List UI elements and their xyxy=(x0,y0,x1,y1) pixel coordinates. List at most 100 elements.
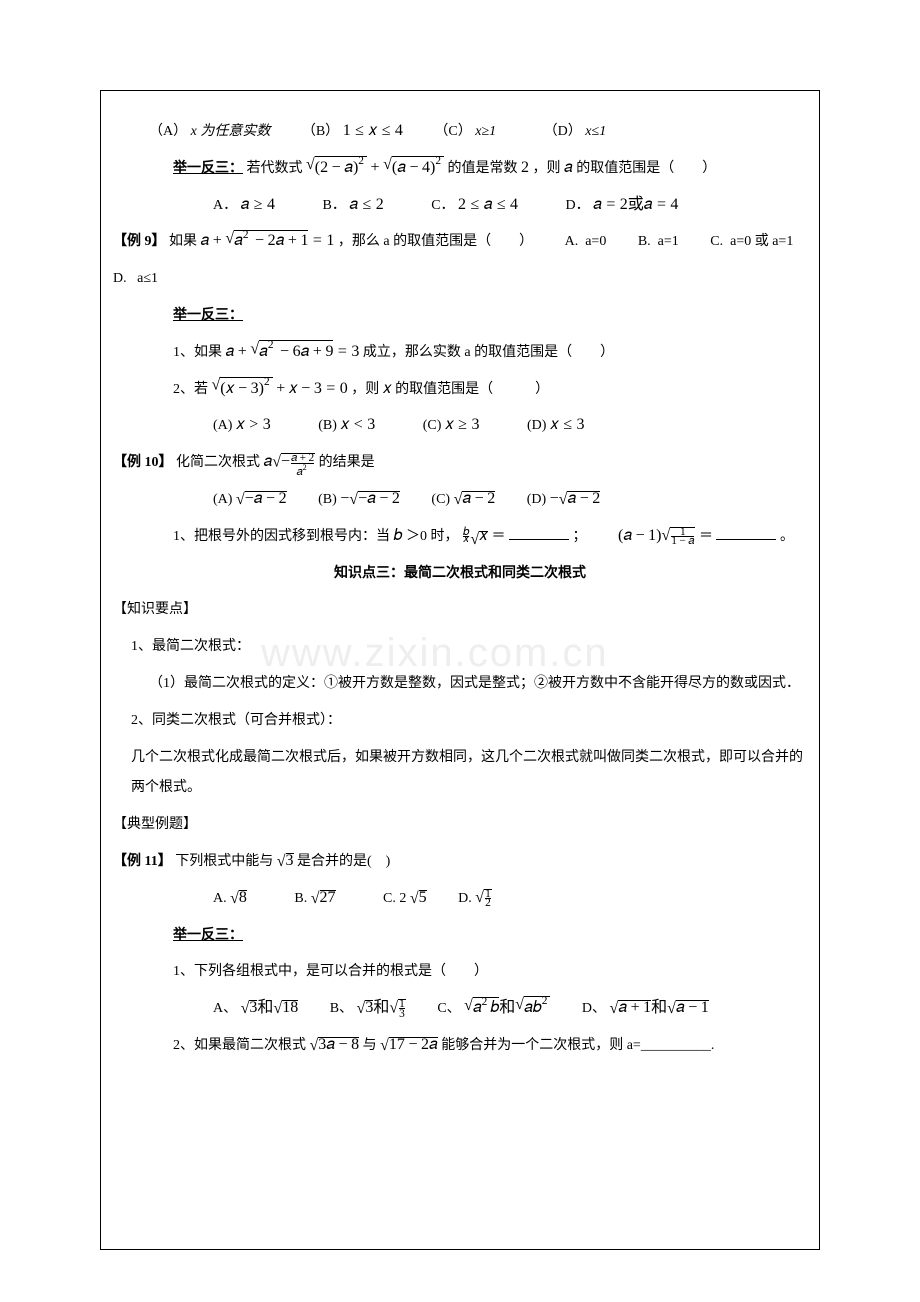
k3-title: 知识点三：最简二次根式和同类二次根式 xyxy=(113,559,807,590)
ext11-q2a: 2、如果最简二次根式 xyxy=(173,1038,306,1053)
ex11-A: 8 xyxy=(230,888,247,903)
opt-C: x≥1 xyxy=(475,124,496,139)
ex9: 【例 9】 如果 a+a2−2a+1=1 ，那么 a 的取值范围是（ ） A. … xyxy=(113,227,807,258)
opt-B-pre: （B） xyxy=(302,124,339,139)
ext11-q2-expr2: 17−2a xyxy=(380,1035,438,1050)
ext8-D-pre: D． xyxy=(566,198,590,213)
ex10-B: −−a−2 xyxy=(340,489,400,504)
ext11-q2-expr1: 3a−8 xyxy=(310,1035,360,1050)
ext9-q2-mid: ，则 xyxy=(351,382,379,397)
ex11-D-pre: D. xyxy=(458,891,472,906)
ext11-q1-opts: A、 3和18 B、 3和13 C、 a2b和ab2 D、 a+1和a−1 xyxy=(113,994,807,1025)
ext9-q2-var: x xyxy=(383,385,392,393)
ex10-C-pre: (C) xyxy=(431,492,450,507)
ex10-D: −a−2 xyxy=(550,489,601,504)
ext9-q2D: x≤3 xyxy=(550,418,585,429)
ex11-B-pre: B. xyxy=(294,891,307,906)
ext11-lead: 举一反三： xyxy=(173,928,243,943)
ex11-sqrt3: 3 xyxy=(277,851,294,866)
ext8-tail: 的值是常数 xyxy=(448,161,518,176)
ex11-opts: A. 8 B. 27 C. 2 5 D. 12 xyxy=(113,884,807,915)
ext8-expr: (2−a)2+(a−4)2 xyxy=(306,154,444,176)
ex10-B-pre: (B) xyxy=(318,492,337,507)
ext9-q2C-pre: (C) xyxy=(423,418,442,433)
k3-h1: 【知识要点】 xyxy=(113,595,807,626)
ext10-period: 。 xyxy=(780,529,794,544)
ex9-optD: D. a≤1 xyxy=(113,264,807,295)
ex10-head: 【例 10】 xyxy=(113,455,173,470)
ext9-q2-no: 2、若 xyxy=(173,382,208,397)
ext8-lead: 举一反三： xyxy=(173,161,243,176)
blank-2 xyxy=(716,526,776,540)
ext10-semi: ； xyxy=(573,529,587,544)
ext10-q1: 1、把根号外的因式移到根号内：当 b ＞0 时， bxx ＝ ； (a−1)11… xyxy=(113,522,807,553)
opt-D-pre: （D） xyxy=(544,124,582,139)
ex11-C-coef: 2 xyxy=(399,891,406,906)
ext9-q1-tail: 成立，那么实数 a 的取值范围是（ ） xyxy=(363,345,614,360)
ext9-q1-expr: a+a2−6a+9=3 xyxy=(226,339,360,356)
ex9-B: a=1 xyxy=(658,234,679,249)
ex9-head: 【例 9】 xyxy=(113,234,166,249)
ext8-var: a xyxy=(564,164,573,172)
ext10-b: b xyxy=(394,528,403,540)
ext11-A-pre: A、 xyxy=(213,1001,237,1016)
ext8: 举一反三： 若代数式 (2−a)2+(a−4)2 的值是常数 2 ，则 a 的取… xyxy=(113,154,807,185)
ext9-q2B: x<3 xyxy=(340,418,375,429)
ext10-expr2: (a−1)11−a xyxy=(618,525,695,544)
ex11-A-pre: A. xyxy=(213,891,227,906)
ex10-opts: (A) −a−2 (B) −−a−2 (C) a−2 (D) −a−2 xyxy=(113,485,807,516)
ext8-options: A． a≥4 B． a≤2 C． 2≤a≤4 D． a=2或a=4 xyxy=(113,191,807,222)
ext11-B-pre: B、 xyxy=(330,1001,353,1016)
ex9-expr: a+a2−2a+1=1 xyxy=(201,229,335,246)
ext8-A: a≥4 xyxy=(241,198,275,209)
ext11-D: a+1和a−1 xyxy=(610,998,709,1014)
ext11-q1: 1、下列各组根式中，是可以合并的根式是（ ） xyxy=(113,957,807,988)
ex9-D: a≤1 xyxy=(137,271,158,286)
ext9-q2-expr: (x−3)2+x−3=0 xyxy=(212,375,348,397)
ex11-t1: 下列根式中能与 xyxy=(175,854,273,869)
ext9-q2A-pre: (A) xyxy=(213,418,232,433)
ext8-then: ，则 xyxy=(533,161,561,176)
ex9-t1: 如果 xyxy=(169,234,197,249)
ext10-eq: ＝ xyxy=(492,529,506,544)
ext10-bcond2: ＞0 时， xyxy=(406,529,459,544)
ext8-C: 2≤a≤4 xyxy=(458,198,518,209)
ex9-B-pre: B. xyxy=(638,234,651,249)
ext8-D: a=2或a=4 xyxy=(593,195,678,211)
blank-1 xyxy=(509,526,569,540)
ex9-C-pre: C. xyxy=(710,234,723,249)
ex10-D-pre: (D) xyxy=(527,492,546,507)
ex10-A-pre: (A) xyxy=(213,492,232,507)
ext9-q2C: x≥3 xyxy=(445,418,480,429)
ext10-q1-no: 1、把根号外的因式移到根号内：当 xyxy=(173,529,390,544)
k3-p1: 1、最简二次根式： xyxy=(113,632,807,663)
ex11-C: 5 xyxy=(410,888,427,903)
ext10-expr1: bxx xyxy=(462,528,488,544)
ex9-D-pre: D. xyxy=(113,271,127,286)
ext11-A: 3和18 xyxy=(241,998,299,1014)
opt-A: x 为任意实数 xyxy=(191,124,271,139)
ext11-q2: 2、如果最简二次根式 3a−8 与 17−2a 能够合并为一个二次根式，则 a=… xyxy=(113,1031,807,1062)
opt-C-pre: （C） xyxy=(434,124,471,139)
ex10-C: a−2 xyxy=(454,489,496,504)
ext8-C-pre: C． xyxy=(431,198,454,213)
ex11-t2: 是合并的是( ) xyxy=(297,854,390,869)
ext9-q2A: x>3 xyxy=(236,418,271,429)
ex9-A-pre: A. xyxy=(565,234,579,249)
ex10: 【例 10】 化简二次根式 a−a+2a2 的结果是 xyxy=(113,448,807,479)
ex9-t2: ，那么 a 的取值范围是（ ） xyxy=(338,234,533,249)
ext9-q1: 1、如果 a+a2−6a+9=3 成立，那么实数 a 的取值范围是（ ） xyxy=(113,338,807,369)
ex9-A: a=0 xyxy=(585,234,606,249)
ext8-tail2: 的取值范围是（ ） xyxy=(576,161,716,176)
ext11-q2b: 与 xyxy=(363,1038,377,1053)
ex11-C-pre: C. xyxy=(383,891,396,906)
ext8-text: 若代数式 xyxy=(247,161,303,176)
opt-A-pre: （A） xyxy=(149,124,187,139)
k3-p2: 2、同类二次根式（可合并根式）： xyxy=(113,706,807,737)
ex11-head: 【例 11】 xyxy=(113,854,172,869)
ext9-q2-tail: 的取值范围是（ ） xyxy=(395,382,549,397)
ext9-q1-no: 1、如果 xyxy=(173,345,222,360)
ext8-B-pre: B． xyxy=(322,198,345,213)
ex10-expr: a−a+2a2 xyxy=(264,452,316,475)
ex9-C: a=0 或 a=1 xyxy=(730,234,793,249)
